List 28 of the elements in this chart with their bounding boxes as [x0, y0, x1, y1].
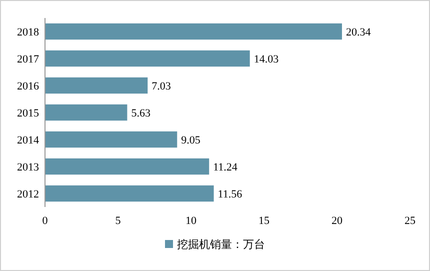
data-label: 7.03: [152, 80, 172, 92]
bar: [45, 104, 128, 121]
x-tick-label: 20: [332, 215, 343, 227]
bar: [45, 185, 214, 202]
data-label: 20.34: [346, 26, 372, 38]
y-tick-label: 2012: [17, 188, 39, 200]
x-tick-label: 10: [186, 215, 197, 227]
bar: [45, 50, 250, 67]
data-label: 14.03: [254, 54, 280, 66]
bar: [45, 158, 210, 175]
x-tick-label: 15: [258, 215, 270, 227]
y-tick-label: 2014: [17, 134, 40, 146]
x-tick-label: 25: [404, 215, 416, 227]
bar: [45, 131, 178, 148]
data-label: 5.63: [131, 108, 151, 120]
x-tick-label: 5: [115, 215, 122, 227]
bar: [45, 23, 342, 40]
bar: [45, 77, 148, 94]
data-label: 11.24: [213, 162, 238, 174]
x-tick-label: 0: [42, 215, 48, 227]
y-tick-label: 2015: [17, 108, 40, 120]
data-label: 9.05: [181, 134, 201, 146]
y-tick-label: 2018: [17, 26, 40, 38]
y-tick-label: 2017: [17, 54, 40, 66]
data-label: 11.56: [218, 188, 243, 200]
y-tick-label: 2016: [17, 80, 40, 92]
legend-label: 挖掘机销量：万台: [177, 238, 265, 251]
y-tick-label: 2013: [17, 162, 40, 174]
